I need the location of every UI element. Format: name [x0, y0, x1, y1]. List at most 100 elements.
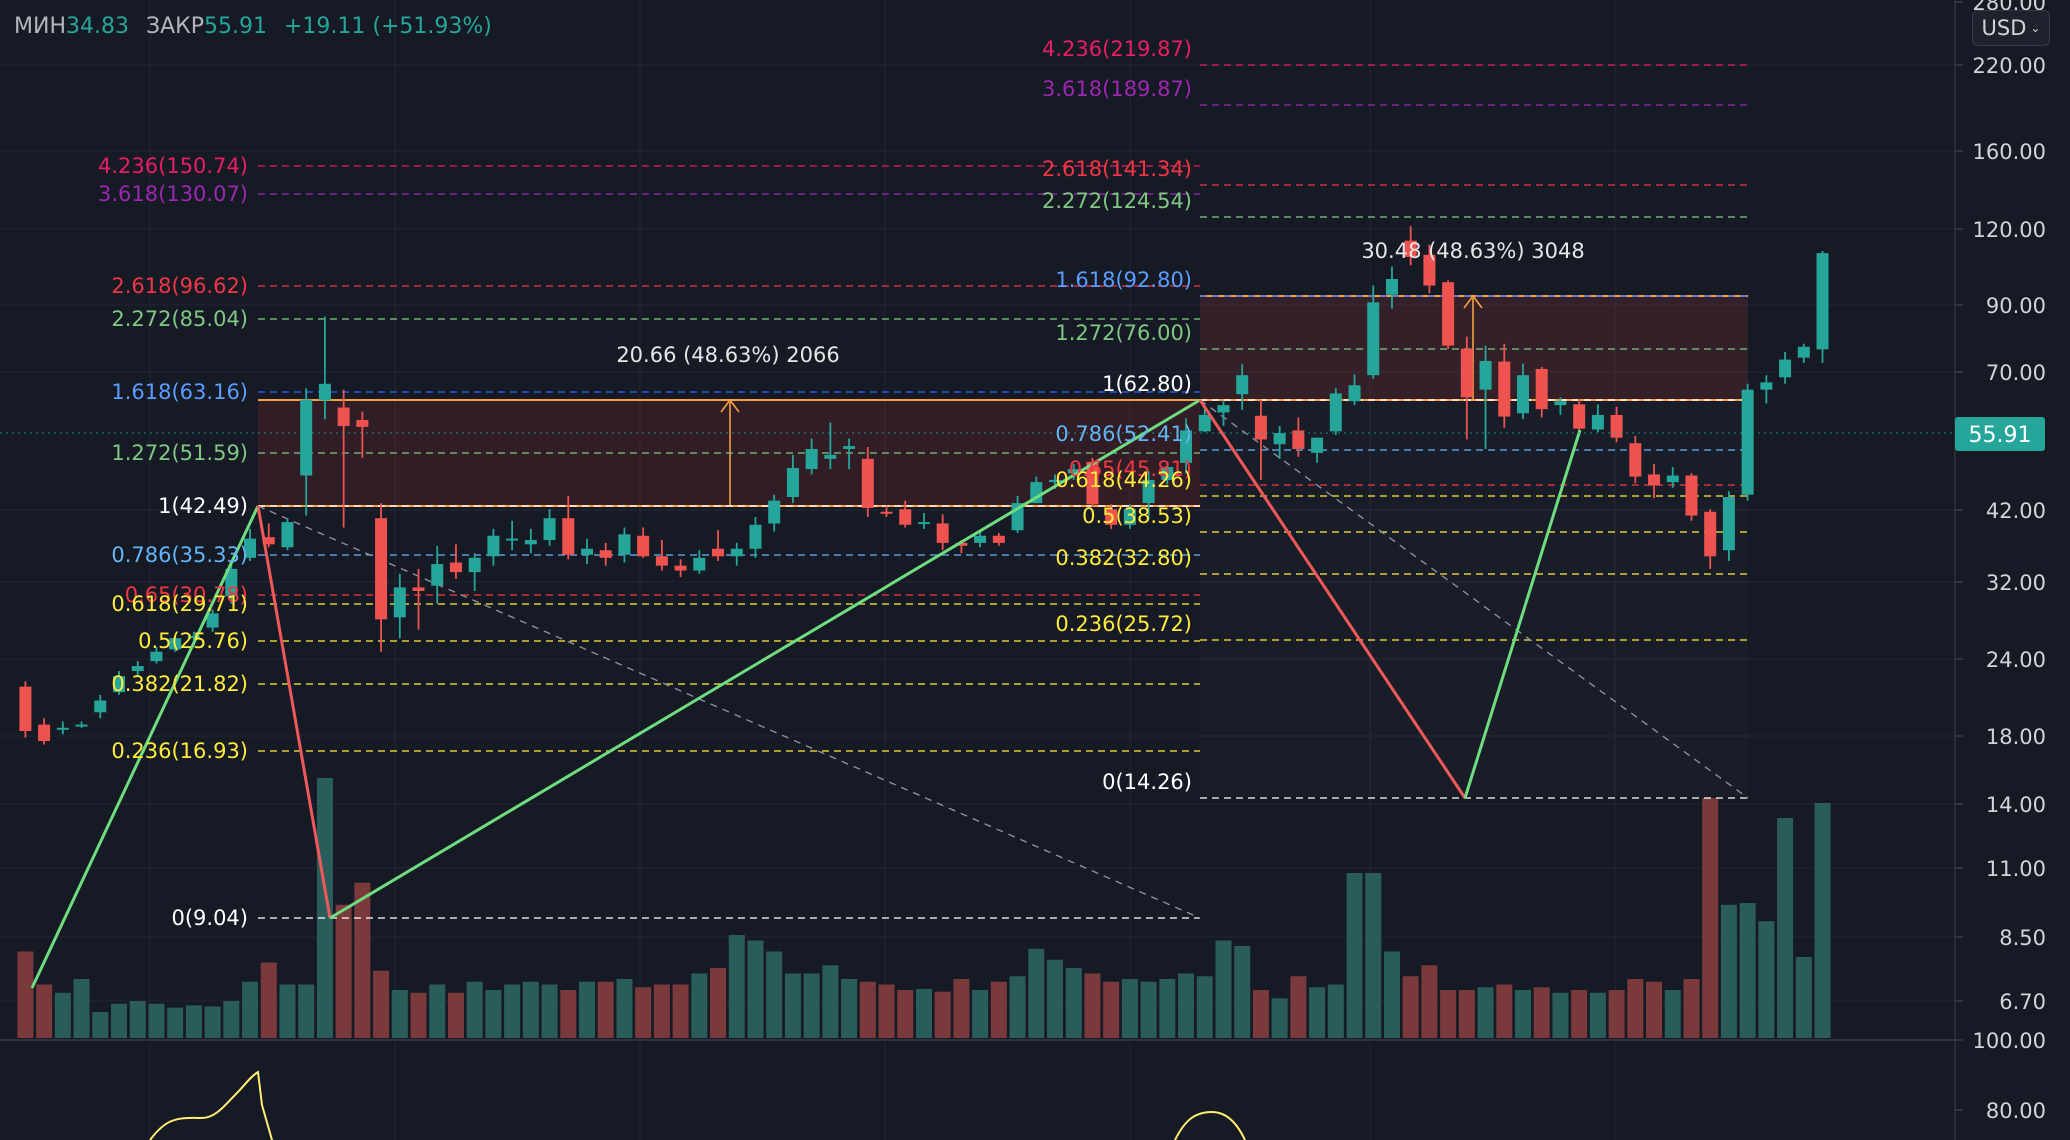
- trend-diagonal-1: [257, 505, 1201, 919]
- volume-bar: [1552, 992, 1569, 1038]
- volume-bar: [635, 987, 652, 1038]
- candle-body: [861, 458, 874, 508]
- fib2-label: 0.786(52.41): [1055, 422, 1192, 446]
- candle-body: [1573, 404, 1586, 429]
- candle-body: [1273, 433, 1286, 445]
- candle-body: [1367, 302, 1380, 376]
- volume-bar: [1346, 873, 1363, 1038]
- candle-body: [618, 534, 631, 555]
- candle-body: [1704, 511, 1717, 557]
- candle-body: [38, 724, 51, 742]
- price-tick-label: 11.00: [1986, 857, 2046, 881]
- close-label: ЗАКР: [145, 14, 205, 39]
- wave-line: [1198, 399, 1467, 799]
- close-value: 55.91: [204, 14, 267, 39]
- wave-line: [30, 505, 260, 989]
- volume-bar: [1777, 818, 1794, 1038]
- volume-bar: [1477, 987, 1494, 1038]
- volume-bar: [1159, 979, 1176, 1038]
- volume-bar: [1814, 803, 1831, 1038]
- candle-body: [19, 686, 32, 732]
- volume-bar: [129, 1001, 146, 1038]
- measure-arrowhead-1: [720, 398, 740, 413]
- candle-body: [1123, 509, 1136, 525]
- candle-body: [1591, 414, 1604, 430]
- fib1-label: 4.236(150.74): [98, 154, 248, 178]
- price-tick-label: 80.00: [1986, 1099, 2046, 1123]
- volume-bar: [429, 984, 446, 1038]
- candle-body: [524, 539, 537, 545]
- volume-bar: [148, 1003, 165, 1038]
- candle-body: [1254, 415, 1267, 440]
- fib2-label: 4.236(219.87): [1042, 37, 1192, 61]
- candle-body: [1535, 368, 1548, 410]
- candle-body: [974, 535, 987, 543]
- price-tick-label: 160.00: [1973, 140, 2046, 164]
- trend-diagonal-2: [1199, 399, 1749, 799]
- current-price-badge: [1955, 417, 2045, 451]
- fib2-label: 1(62.80): [1102, 372, 1192, 396]
- fib2-label: 3.618(189.87): [1042, 77, 1192, 101]
- volume-bar: [36, 984, 53, 1038]
- candle-body: [917, 522, 930, 525]
- candle-body: [730, 548, 743, 557]
- volume-bar: [410, 992, 427, 1038]
- price-tick-label: 90.00: [1986, 294, 2046, 318]
- volume-bar: [1290, 976, 1307, 1038]
- candle-body: [1610, 414, 1623, 438]
- candle-body: [599, 550, 612, 558]
- fib1-label: 2.272(85.04): [111, 307, 248, 331]
- fib1-label: 0.618(29.71): [111, 592, 248, 616]
- candle-body: [225, 568, 238, 597]
- volume-bar: [1440, 990, 1457, 1038]
- volume-bar: [298, 984, 315, 1038]
- volume-bar: [1365, 873, 1382, 1038]
- candle-body: [150, 651, 163, 662]
- volume-bar: [1421, 965, 1438, 1038]
- price-tick-label: 32.00: [1986, 571, 2046, 595]
- volume-bar: [1589, 992, 1606, 1038]
- candle-body: [468, 557, 481, 573]
- currency-select[interactable]: USD ⌄: [1972, 10, 2050, 46]
- candle-body: [318, 383, 331, 401]
- candle-body: [1554, 401, 1567, 406]
- candle-body: [749, 524, 762, 549]
- fib2-shade: [1200, 296, 1748, 796]
- currency-label: USD: [1981, 16, 2027, 40]
- candle-body: [674, 565, 687, 571]
- volume-bar: [485, 990, 502, 1038]
- volume-bar: [822, 965, 839, 1038]
- candle-body: [75, 724, 88, 727]
- volume-bar: [878, 984, 895, 1038]
- volume-bar: [504, 984, 521, 1038]
- volume-bar: [522, 981, 539, 1038]
- volume-bar: [1309, 987, 1326, 1038]
- current-price-label: 55.91: [1969, 423, 2032, 448]
- volume-bar: [953, 979, 970, 1038]
- fib1-label: 0.786(35.33): [111, 543, 248, 567]
- fib2-label: 1.618(92.80): [1055, 268, 1192, 292]
- measure-zones: [258, 294, 1748, 796]
- candle-body: [169, 638, 182, 650]
- candle-body: [693, 557, 706, 571]
- candle-body: [1292, 430, 1305, 449]
- candle-body: [1180, 430, 1193, 463]
- candles: [19, 226, 1829, 745]
- candle-body: [581, 548, 593, 555]
- volume-bar: [541, 984, 558, 1038]
- candle-body: [1666, 475, 1679, 483]
- candle-body: [786, 468, 799, 498]
- volume-bar: [972, 990, 989, 1038]
- candle-body: [375, 518, 388, 620]
- volume-bar: [747, 940, 764, 1038]
- volume-bar: [17, 951, 34, 1038]
- volume-bar: [1515, 990, 1531, 1038]
- candle-body: [56, 727, 69, 730]
- candle-body: [712, 548, 725, 557]
- candle-body: [936, 523, 949, 543]
- volume-bar: [335, 904, 352, 1038]
- measure-arrowhead-2: [1463, 294, 1483, 309]
